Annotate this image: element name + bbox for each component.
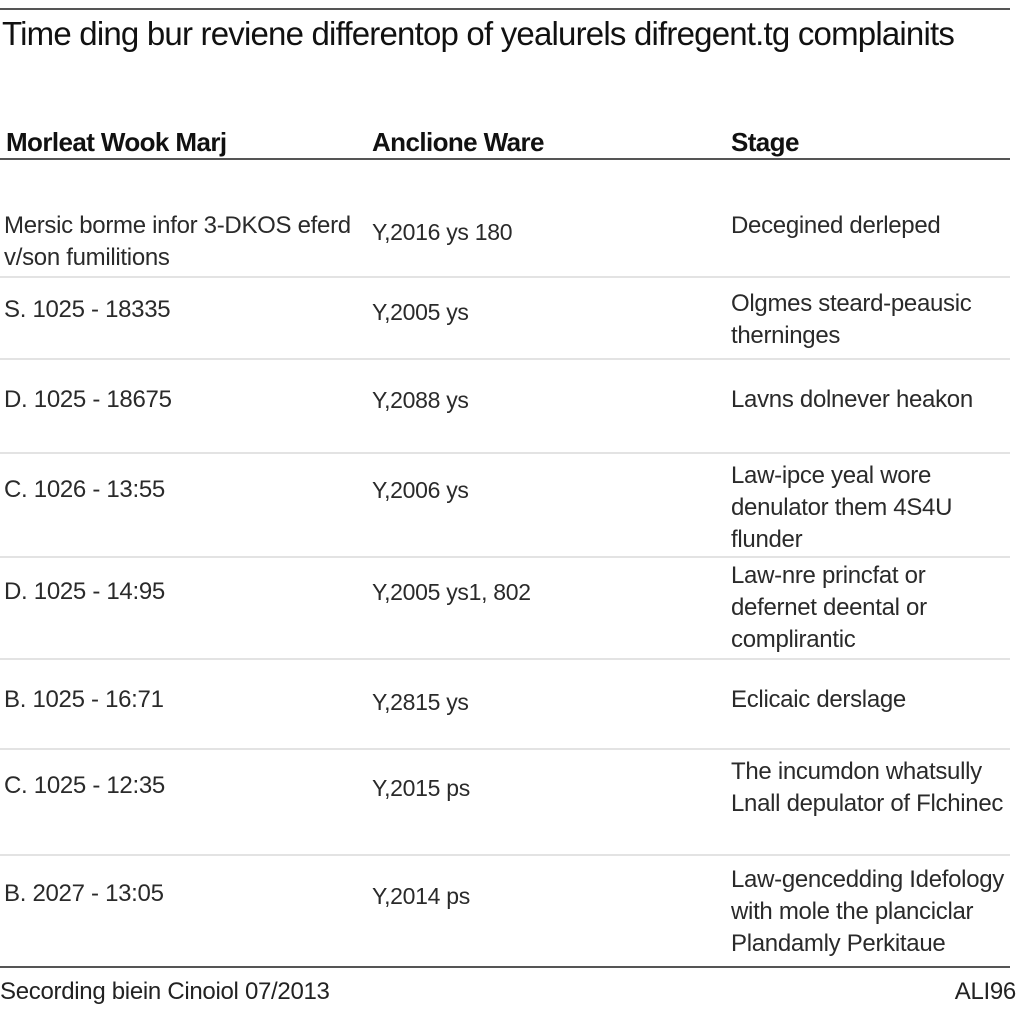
table-row: B. 1025 - 16:71 Y,2815 ys Eclicaic dersl… — [0, 659, 1010, 749]
cell-ref: B. 2027 - 13:05 — [4, 880, 164, 907]
cell-ref: D. 1025 - 18675 — [4, 386, 172, 413]
cell-stage: Lavns dolnever heakon — [731, 386, 973, 413]
cell-ref: Mersic borme infor 3-DKOS eferd v/son fu… — [4, 212, 351, 271]
cell-ref: S. 1025 - 18335 — [4, 296, 171, 323]
cell-ware: Y,2014 ps — [372, 883, 470, 909]
cell-ware: Y,2006 ys — [372, 477, 469, 503]
bottom-rule — [0, 966, 1010, 968]
cell-ware: Y,2815 ys — [372, 689, 469, 715]
cell-ref: C. 1025 - 12:35 — [4, 772, 165, 799]
cell-stage: Law-gencedding Idefology with mole the p… — [731, 866, 1005, 957]
column-header-ref: Morleat Wook Marj — [0, 122, 362, 160]
cell-stage: Law-nre princfat or defernet deental or … — [731, 562, 927, 653]
cell-ware: Y,2005 ys — [372, 299, 469, 325]
table-row: S. 1025 - 18335 Y,2005 ys Olgmes steard-… — [0, 277, 1010, 359]
document-title: Time ding bur reviene differentop of yea… — [2, 15, 955, 52]
cell-stage: Olgmes steard-peausic therninges — [731, 290, 972, 349]
table-row: B. 2027 - 13:05 Y,2014 ps Law-gencedding… — [0, 855, 1010, 995]
table-row: D. 1025 - 14:95 Y,2005 ys1, 802 Law-nre … — [0, 557, 1010, 659]
cell-ware: Y,2088 ys — [372, 387, 469, 413]
column-header-stage: Stage — [725, 122, 1010, 160]
cell-stage: Eclicaic derslage — [731, 686, 906, 713]
cell-ware: Y,2005 ys1, 802 — [372, 579, 531, 605]
cell-ware: Y,2016 ys 180 — [372, 219, 513, 245]
footer-code: ALI96 — [954, 978, 1017, 1005]
cell-ref: D. 1025 - 14:95 — [4, 578, 165, 605]
cell-ref: C. 1026 - 13:55 — [4, 476, 165, 503]
table-row: D. 1025 - 18675 Y,2088 ys Lavns dolnever… — [0, 359, 1010, 453]
cell-ware: Y,2015 ps — [372, 775, 470, 801]
table-row: C. 1025 - 12:35 Y,2015 ps The incumdon w… — [0, 749, 1010, 855]
table-row: Mersic borme infor 3-DKOS eferd v/son fu… — [0, 159, 1010, 277]
table-header-row: Morleat Wook Marj Anclione Ware Stage — [0, 122, 1010, 160]
cell-ref: B. 1025 - 16:71 — [4, 686, 164, 713]
top-rule — [0, 8, 1010, 10]
data-table: Morleat Wook Marj Anclione Ware Stage Me… — [0, 122, 1010, 995]
cell-stage: The incumdon whatsully Lnall depulator o… — [731, 758, 1004, 817]
cell-stage: Decegined derleped — [731, 212, 941, 239]
column-header-ware: Anclione Ware — [362, 122, 725, 160]
table-row: C. 1026 - 13:55 Y,2006 ys Law-ipce yeal … — [0, 453, 1010, 557]
cell-stage: Law-ipce yeal wore denulator them 4S4U f… — [731, 462, 953, 553]
footer-source: Secording biein Cinoiol 07/2013 — [0, 978, 330, 1005]
